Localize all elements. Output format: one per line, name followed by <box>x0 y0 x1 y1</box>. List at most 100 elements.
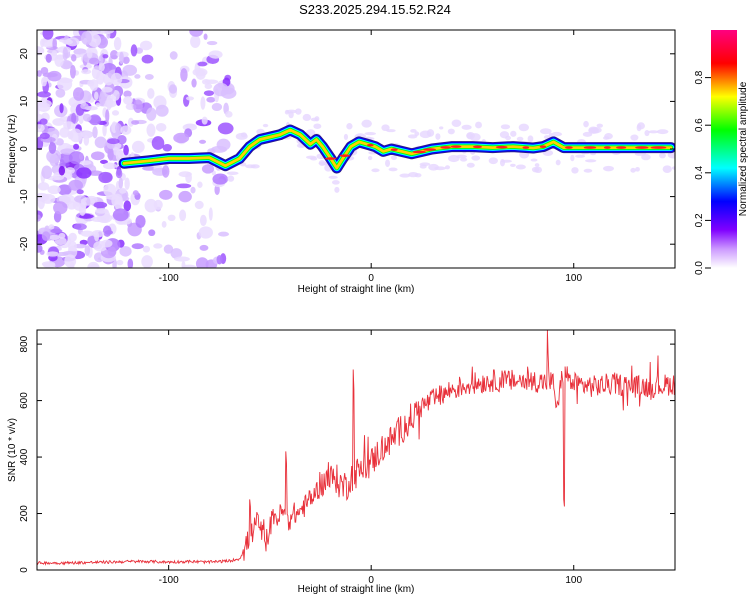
noise-blob <box>173 132 190 144</box>
noise-blob <box>71 54 77 62</box>
noise-blob <box>388 167 398 172</box>
noise-blobs <box>37 30 675 268</box>
noise-blob <box>178 171 192 178</box>
noise-blob <box>37 91 51 98</box>
noise-blob <box>361 119 372 128</box>
noise-blob <box>179 209 187 222</box>
noise-blob <box>76 189 84 195</box>
noise-blob <box>39 118 48 125</box>
spectrogram-ylabel: Frequency (Hz) <box>7 115 18 184</box>
noise-blob <box>83 134 90 146</box>
noise-blob <box>459 157 468 162</box>
noise-blob <box>444 165 450 170</box>
noise-blob <box>62 251 78 256</box>
x-tick-label: -100 <box>159 273 179 284</box>
noise-blob <box>59 127 70 138</box>
noise-blob <box>80 230 94 237</box>
noise-blob <box>195 69 206 80</box>
noise-blob <box>105 109 110 123</box>
noise-blob <box>515 164 526 170</box>
y-tick-label: 10 <box>19 95 30 107</box>
spectrogram-xlabel: Height of straight line (km) <box>298 284 415 295</box>
noise-blob <box>371 168 380 173</box>
noise-blob <box>94 91 99 101</box>
noise-blob <box>163 244 174 254</box>
noise-blob <box>178 190 192 203</box>
noise-blob <box>540 128 552 135</box>
snr-ylabel: SNR (10 * v/v) <box>7 418 18 482</box>
noise-blob <box>630 134 639 141</box>
noise-blob <box>656 129 669 135</box>
noise-blob <box>102 162 117 170</box>
noise-blob <box>135 214 146 228</box>
noise-blob <box>331 180 340 185</box>
noise-blob <box>671 166 675 170</box>
noise-blob <box>98 63 105 72</box>
noise-blob <box>139 40 153 51</box>
noise-blob <box>62 46 69 61</box>
noise-blob <box>53 201 68 215</box>
noise-blob <box>146 107 157 121</box>
noise-blob <box>118 177 124 189</box>
noise-blob <box>201 116 208 125</box>
noise-blob <box>101 239 113 248</box>
noise-blob <box>201 164 215 174</box>
noise-blob <box>596 123 603 128</box>
spectral-ridge <box>118 124 675 174</box>
noise-blob <box>208 50 223 59</box>
noise-blob <box>346 123 353 130</box>
noise-blob <box>113 37 122 51</box>
noise-blob <box>461 124 472 130</box>
noise-blob <box>124 177 130 190</box>
noise-blob <box>69 65 76 79</box>
snr-frame <box>36 329 676 571</box>
noise-blob <box>328 175 338 179</box>
noise-blob <box>167 214 176 222</box>
noise-blob <box>40 193 56 204</box>
noise-blob <box>385 159 391 167</box>
noise-blob <box>41 37 56 48</box>
noise-blob <box>119 246 132 257</box>
noise-blob <box>197 181 203 188</box>
noise-blob <box>527 135 534 143</box>
noise-blob <box>226 171 239 176</box>
noise-blob <box>603 165 614 172</box>
noise-blob <box>434 166 447 171</box>
noise-blob <box>575 154 586 158</box>
noise-blob <box>195 257 209 268</box>
snr-xlabel: Height of straight line (km) <box>298 584 415 595</box>
noise-blob <box>302 113 312 122</box>
noise-blob <box>37 214 42 222</box>
noise-blob <box>123 90 132 98</box>
ridge-peak <box>583 146 597 149</box>
ridge-peak <box>450 145 462 148</box>
noise-blob <box>123 200 132 212</box>
noise-blob <box>141 255 153 268</box>
noise-blob <box>583 120 589 128</box>
noise-blob <box>41 165 53 180</box>
noise-blob <box>80 197 96 206</box>
noise-blob <box>588 126 599 134</box>
ridge-peak <box>390 148 398 151</box>
noise-blob <box>199 244 209 251</box>
noise-blob <box>466 162 475 168</box>
ridge-peak <box>616 146 627 149</box>
noise-blob <box>659 152 666 159</box>
noise-blob <box>218 231 230 237</box>
noise-blob <box>146 123 156 137</box>
noise-blob <box>147 88 155 99</box>
snr-line <box>37 330 675 566</box>
noise-blob <box>250 164 260 169</box>
noise-blob <box>667 151 675 159</box>
noise-blob <box>551 131 563 137</box>
noise-blob <box>407 134 418 139</box>
noise-blob <box>127 258 134 268</box>
noise-blob <box>48 142 57 154</box>
noise-blob <box>475 121 482 129</box>
noise-blob <box>73 143 80 150</box>
figure-title: S233.2025.294.15.52.R24 <box>299 2 451 17</box>
colorbar-tick-label: 0.0 <box>694 261 705 275</box>
ridge-peak <box>472 145 482 149</box>
noise-blob <box>206 96 216 103</box>
